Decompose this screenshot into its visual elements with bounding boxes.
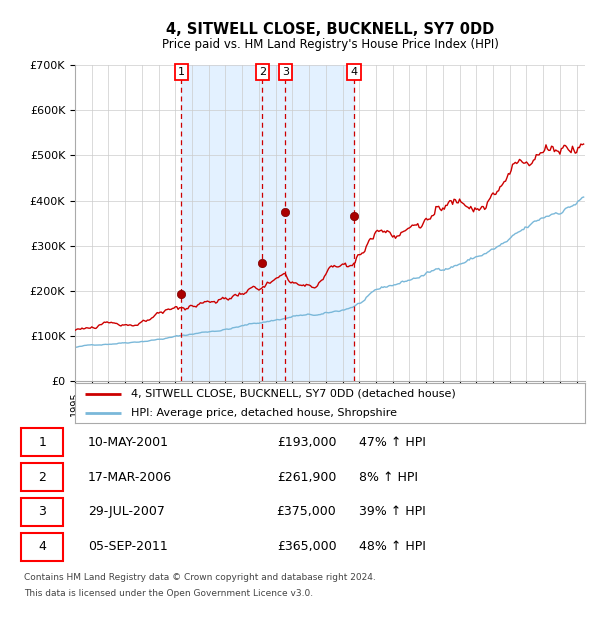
Text: 05-SEP-2011: 05-SEP-2011 — [88, 540, 168, 553]
Text: 4, SITWELL CLOSE, BUCKNELL, SY7 0DD: 4, SITWELL CLOSE, BUCKNELL, SY7 0DD — [166, 22, 494, 37]
Text: 39% ↑ HPI: 39% ↑ HPI — [359, 505, 425, 518]
Text: Price paid vs. HM Land Registry's House Price Index (HPI): Price paid vs. HM Land Registry's House … — [161, 38, 499, 51]
Text: This data is licensed under the Open Government Licence v3.0.: This data is licensed under the Open Gov… — [24, 589, 313, 598]
Text: HPI: Average price, detached house, Shropshire: HPI: Average price, detached house, Shro… — [131, 408, 397, 418]
Text: 17-MAR-2006: 17-MAR-2006 — [88, 471, 172, 484]
Text: 8% ↑ HPI: 8% ↑ HPI — [359, 471, 418, 484]
Text: 2: 2 — [38, 471, 46, 484]
FancyBboxPatch shape — [21, 428, 63, 456]
Text: Contains HM Land Registry data © Crown copyright and database right 2024.: Contains HM Land Registry data © Crown c… — [24, 574, 376, 583]
Text: 3: 3 — [38, 505, 46, 518]
Text: £193,000: £193,000 — [277, 436, 337, 449]
FancyBboxPatch shape — [21, 533, 63, 560]
Text: £261,900: £261,900 — [277, 471, 337, 484]
Text: 47% ↑ HPI: 47% ↑ HPI — [359, 436, 425, 449]
Text: £365,000: £365,000 — [277, 540, 337, 553]
Text: 4: 4 — [350, 67, 358, 77]
Text: 1: 1 — [38, 436, 46, 449]
Text: 4: 4 — [38, 540, 46, 553]
Bar — [181, 65, 354, 381]
Text: 3: 3 — [282, 67, 289, 77]
Text: £375,000: £375,000 — [277, 505, 337, 518]
Text: 10-MAY-2001: 10-MAY-2001 — [88, 436, 169, 449]
Text: 1: 1 — [178, 67, 185, 77]
Text: 2: 2 — [259, 67, 266, 77]
FancyBboxPatch shape — [21, 498, 63, 526]
Text: 4, SITWELL CLOSE, BUCKNELL, SY7 0DD (detached house): 4, SITWELL CLOSE, BUCKNELL, SY7 0DD (det… — [131, 389, 456, 399]
Text: 29-JUL-2007: 29-JUL-2007 — [88, 505, 165, 518]
FancyBboxPatch shape — [21, 463, 63, 491]
Text: 48% ↑ HPI: 48% ↑ HPI — [359, 540, 425, 553]
